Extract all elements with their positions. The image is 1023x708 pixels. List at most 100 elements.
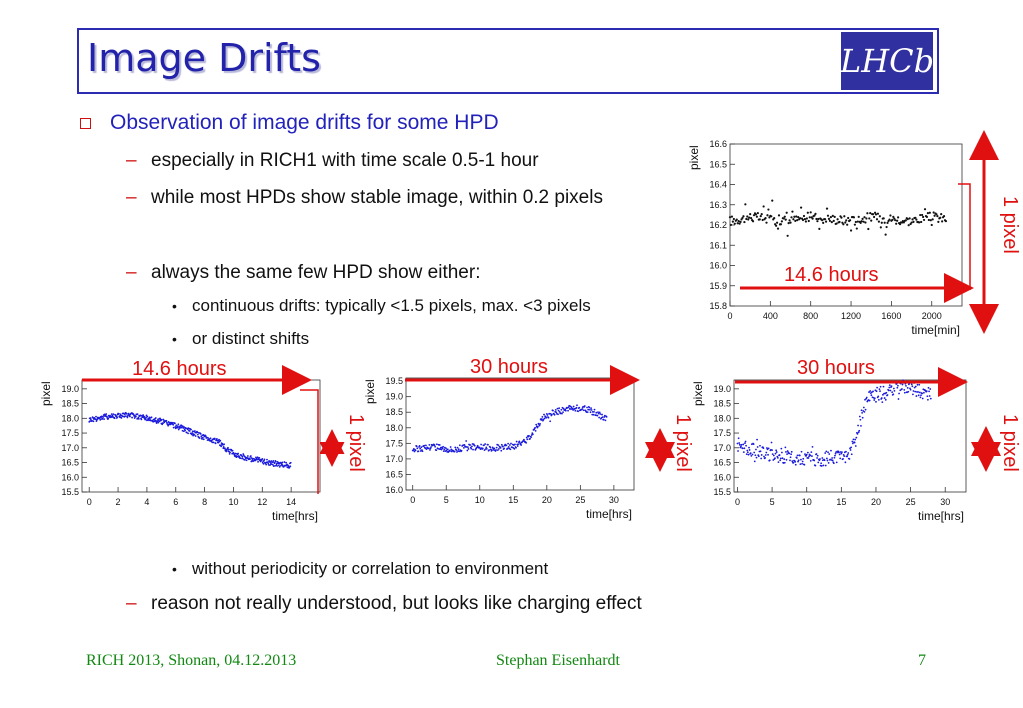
data-point bbox=[190, 428, 192, 431]
data-point bbox=[498, 447, 500, 450]
data-point bbox=[879, 385, 882, 388]
data-point bbox=[738, 442, 741, 444]
data-point bbox=[242, 454, 245, 457]
data-point bbox=[466, 446, 469, 448]
data-point bbox=[118, 412, 120, 415]
data-point bbox=[881, 401, 884, 404]
data-point bbox=[813, 459, 816, 462]
data-point bbox=[419, 447, 422, 450]
data-point bbox=[857, 431, 860, 434]
data-point bbox=[742, 451, 745, 454]
data-point bbox=[860, 409, 863, 412]
data-point bbox=[174, 422, 176, 425]
data-point bbox=[741, 216, 744, 220]
data-point bbox=[798, 454, 801, 457]
bullet-sub3: always the same few HPD show either: bbox=[151, 262, 481, 283]
data-point bbox=[554, 408, 557, 411]
data-point bbox=[920, 220, 923, 224]
data-point bbox=[815, 217, 818, 221]
data-point bbox=[807, 219, 810, 223]
data-point bbox=[872, 213, 875, 216]
data-point bbox=[204, 435, 207, 438]
data-point bbox=[445, 447, 447, 450]
data-point bbox=[764, 457, 767, 459]
x-tick-label: 8 bbox=[202, 497, 207, 507]
data-point bbox=[176, 425, 179, 428]
data-point bbox=[536, 425, 539, 428]
data-point bbox=[828, 453, 831, 455]
data-point bbox=[903, 388, 906, 391]
data-point bbox=[227, 448, 230, 451]
data-point bbox=[425, 448, 428, 450]
data-point bbox=[782, 217, 785, 220]
data-point bbox=[816, 457, 819, 459]
data-point bbox=[604, 419, 607, 422]
data-point bbox=[889, 214, 892, 217]
data-point bbox=[814, 212, 817, 216]
data-point bbox=[831, 457, 834, 459]
data-point bbox=[531, 433, 534, 436]
data-point bbox=[201, 438, 203, 440]
data-point bbox=[896, 219, 899, 222]
y-tick-label: 15.9 bbox=[709, 281, 727, 291]
data-point bbox=[435, 449, 438, 452]
data-point bbox=[528, 434, 530, 437]
data-point bbox=[131, 416, 133, 419]
data-point bbox=[738, 443, 741, 446]
data-point bbox=[844, 221, 847, 224]
data-point bbox=[923, 208, 927, 211]
top-hours-label: 14.6 hours bbox=[784, 264, 879, 286]
data-point bbox=[776, 456, 779, 459]
data-point bbox=[889, 389, 892, 392]
data-point bbox=[507, 442, 510, 445]
y-tick-label: 15.8 bbox=[709, 301, 727, 311]
dash-bullet-icon: – bbox=[126, 150, 137, 171]
data-point bbox=[861, 411, 864, 414]
data-point bbox=[846, 455, 849, 458]
data-point bbox=[875, 400, 877, 403]
data-point bbox=[858, 429, 861, 432]
data-point bbox=[777, 214, 781, 217]
data-point bbox=[262, 462, 265, 465]
data-point bbox=[926, 395, 929, 398]
data-point bbox=[803, 217, 807, 221]
data-point bbox=[786, 450, 789, 452]
data-point bbox=[821, 219, 824, 222]
data-point bbox=[877, 398, 880, 401]
data-point bbox=[198, 437, 201, 439]
data-point bbox=[417, 450, 420, 453]
data-point bbox=[834, 454, 836, 457]
data-point bbox=[99, 418, 102, 421]
data-point bbox=[873, 211, 877, 214]
data-point bbox=[775, 221, 779, 224]
y-tick-label: 16.2 bbox=[709, 220, 727, 230]
data-point bbox=[944, 220, 948, 223]
x-tick-label: 2 bbox=[116, 497, 121, 507]
data-point bbox=[281, 461, 284, 464]
y-tick-label: 16.5 bbox=[709, 159, 727, 169]
data-point bbox=[807, 457, 810, 459]
data-point bbox=[514, 443, 516, 446]
data-point bbox=[849, 449, 852, 451]
data-point bbox=[768, 459, 771, 462]
data-point bbox=[857, 215, 860, 218]
x-tick-label: 10 bbox=[475, 495, 485, 505]
data-point bbox=[770, 215, 773, 218]
data-point bbox=[756, 438, 758, 441]
data-point bbox=[254, 459, 257, 462]
data-point bbox=[865, 217, 868, 220]
data-point bbox=[730, 215, 734, 218]
data-point bbox=[185, 431, 188, 434]
data-point bbox=[456, 446, 459, 449]
data-point bbox=[258, 456, 261, 459]
data-point bbox=[555, 411, 558, 414]
data-point bbox=[125, 412, 128, 415]
data-point bbox=[446, 448, 449, 451]
data-point bbox=[736, 442, 739, 445]
data-point bbox=[929, 219, 932, 222]
data-point bbox=[212, 441, 215, 444]
data-point bbox=[880, 221, 883, 224]
data-point bbox=[893, 389, 896, 392]
data-point bbox=[774, 457, 776, 460]
y-axis-label: pixel bbox=[691, 381, 705, 406]
